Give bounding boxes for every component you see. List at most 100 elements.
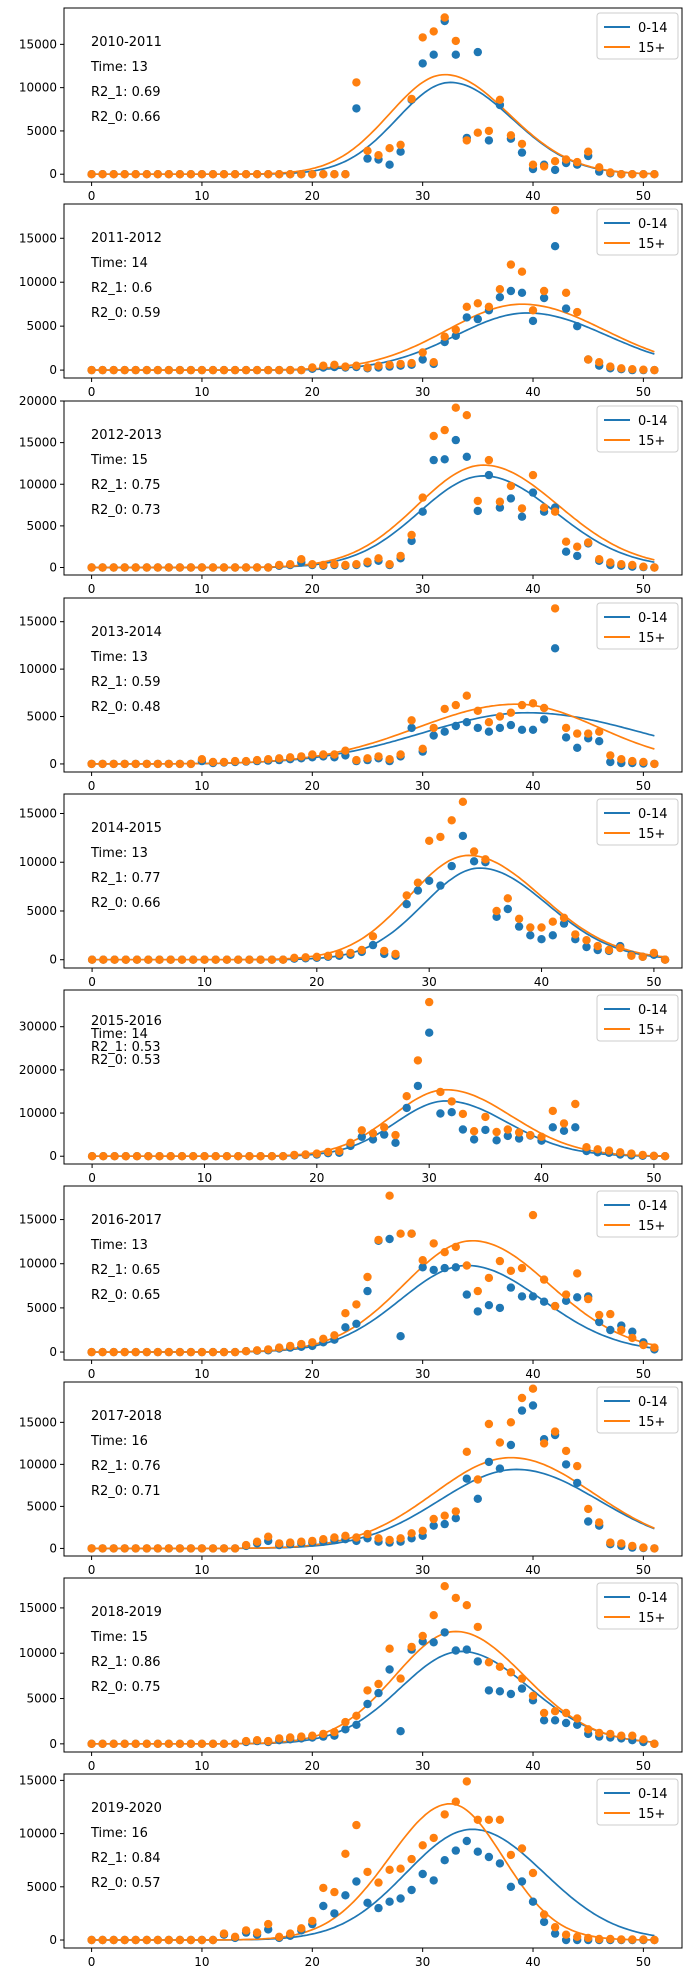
point-15+ <box>142 759 151 769</box>
point-0-14 <box>418 355 427 364</box>
legend: 0-14 15+ <box>596 1582 679 1630</box>
point-0-14 <box>402 900 411 909</box>
point-15+ <box>628 170 637 179</box>
x-tick-label: 0 <box>88 975 96 989</box>
point-0-14 <box>363 1699 372 1709</box>
point-15+ <box>495 1438 505 1447</box>
point-0-14 <box>429 1638 438 1647</box>
point-15+ <box>593 1145 602 1154</box>
point-15+ <box>550 604 560 613</box>
r2-0-label: R2_0: 0.48 <box>91 700 161 715</box>
legend: 0-14 15+ <box>596 1386 679 1434</box>
y-tick-label: 15000 <box>19 1601 57 1615</box>
fit-line-0-14 <box>92 867 666 961</box>
legend: 0-14 15+ <box>596 994 679 1042</box>
point-15+ <box>550 1707 560 1716</box>
point-15+ <box>407 530 416 540</box>
y-tick-label: 0 <box>49 1149 57 1163</box>
point-15+ <box>335 1146 344 1156</box>
point-15+ <box>109 563 118 572</box>
y-tick-label: 0 <box>49 1933 57 1947</box>
point-15+ <box>264 1345 273 1354</box>
r2-1-label: R2_1: 0.84 <box>91 1851 161 1866</box>
r2-0-label: R2_0: 0.71 <box>91 1484 161 1499</box>
point-0-14 <box>451 1263 460 1272</box>
season-label: 2013-2014 <box>91 625 162 640</box>
point-0-14 <box>506 1283 516 1292</box>
point-0-14 <box>429 455 438 465</box>
point-15+ <box>219 170 229 179</box>
point-15+ <box>99 1152 108 1161</box>
season-label: 2017-2018 <box>91 1409 162 1424</box>
legend-label-0-14: 0-14 <box>638 21 668 36</box>
legend-label-15+: 15+ <box>638 434 665 449</box>
x-tick-label: 30 <box>415 189 430 203</box>
point-0-14 <box>503 1131 512 1141</box>
x-tick-label: 50 <box>636 779 651 793</box>
point-15+ <box>278 1152 288 1161</box>
y-tick-label: 10000 <box>19 81 57 95</box>
point-0-14 <box>436 1109 445 1118</box>
point-15+ <box>469 1127 479 1136</box>
point-15+ <box>660 1152 670 1161</box>
x-tick-label: 10 <box>194 1759 209 1773</box>
point-15+ <box>330 1727 339 1737</box>
point-15+ <box>539 162 549 171</box>
point-15+ <box>264 1532 273 1541</box>
point-0-14 <box>514 922 524 931</box>
point-0-14 <box>550 242 560 251</box>
point-15+ <box>385 1865 394 1875</box>
season-label: 2012-2013 <box>91 428 162 443</box>
point-15+ <box>650 1544 659 1553</box>
y-tick-label: 15000 <box>19 615 57 629</box>
point-15+ <box>473 496 482 506</box>
point-15+ <box>186 563 196 572</box>
time-label: Time: 13 <box>90 846 148 861</box>
point-15+ <box>121 1152 130 1161</box>
point-0-14 <box>528 1401 538 1410</box>
point-15+ <box>429 1239 438 1248</box>
legend-label-0-14: 0-14 <box>638 217 668 232</box>
point-15+ <box>175 1739 185 1749</box>
point-15+ <box>252 563 262 572</box>
point-15+ <box>506 481 516 491</box>
point-15+ <box>473 1286 482 1296</box>
point-15+ <box>451 1593 460 1603</box>
point-15+ <box>495 285 505 294</box>
point-15+ <box>352 1300 361 1309</box>
point-15+ <box>593 941 602 951</box>
point-15+ <box>297 1537 306 1546</box>
point-15+ <box>550 1427 560 1436</box>
y-tick-label: 10000 <box>19 662 57 676</box>
point-0-14 <box>462 1645 471 1654</box>
point-15+ <box>528 699 538 708</box>
fit-line-15+ <box>92 1088 666 1158</box>
point-0-14 <box>451 435 460 445</box>
point-0-14 <box>571 1123 580 1132</box>
point-15+ <box>330 750 339 759</box>
axes-frame <box>63 989 683 1165</box>
point-15+ <box>312 1149 321 1158</box>
point-15+ <box>275 1343 284 1352</box>
x-tick-label: 40 <box>525 779 540 793</box>
point-15+ <box>495 1815 505 1825</box>
x-tick-label: 40 <box>534 975 549 989</box>
r2-0-label: R2_0: 0.66 <box>91 896 161 911</box>
point-15+ <box>628 1935 637 1944</box>
point-0-14 <box>517 1406 527 1415</box>
point-15+ <box>462 1601 471 1610</box>
legend-label-0-14: 0-14 <box>638 414 668 429</box>
point-15+ <box>352 78 361 87</box>
point-15+ <box>628 365 637 374</box>
point-15+ <box>352 560 361 569</box>
x-tick-label: 50 <box>646 975 661 989</box>
point-15+ <box>241 563 251 572</box>
point-0-14 <box>528 488 538 497</box>
point-0-14 <box>440 1263 449 1273</box>
x-tick-label: 30 <box>415 582 430 596</box>
point-0-14 <box>363 1286 372 1296</box>
point-15+ <box>447 816 456 825</box>
point-0-14 <box>584 1517 593 1526</box>
point-0-14 <box>495 1859 505 1868</box>
point-15+ <box>153 1739 162 1749</box>
